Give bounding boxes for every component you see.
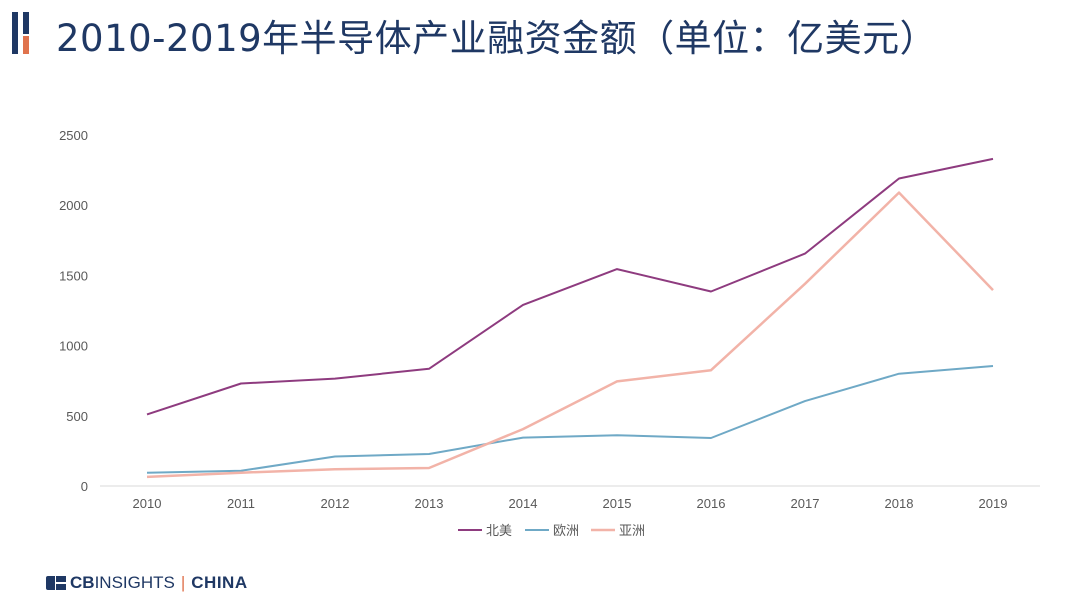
x-tick-label: 2012 [321, 496, 350, 511]
x-tick-label: 2018 [885, 496, 914, 511]
y-tick-label: 0 [81, 479, 88, 494]
legend-label: 欧洲 [553, 524, 579, 539]
y-tick-label: 2500 [59, 128, 88, 143]
brand-part3: CHINA [191, 573, 248, 592]
x-tick-label: 2019 [979, 496, 1008, 511]
x-tick-label: 2013 [415, 496, 444, 511]
x-tick-label: 2014 [509, 496, 538, 511]
y-tick-label: 1000 [59, 339, 88, 354]
legend-label: 北美 [486, 524, 512, 539]
x-tick-label: 2010 [133, 496, 162, 511]
brand-separator: | [180, 573, 186, 592]
y-axis-ticks: 0 500 1000 1500 2000 2500 [59, 128, 88, 494]
title-accent-logo [12, 12, 30, 54]
x-tick-label: 2016 [697, 496, 726, 511]
y-tick-label: 500 [66, 409, 88, 424]
x-tick-label: 2017 [791, 496, 820, 511]
series-line-europe [146, 365, 994, 474]
series-line-asia [146, 191, 994, 479]
brand-footer: CBINSIGHTS | CHINA [46, 572, 248, 594]
brand-part2: INSIGHTS [94, 573, 175, 592]
x-tick-label: 2011 [227, 496, 255, 511]
x-axis-ticks: 2010 2011 2012 2013 2014 2015 2016 2017 2018 2019 [133, 496, 1008, 511]
brand-part1: CB [70, 573, 95, 592]
y-tick-label: 2000 [59, 198, 88, 213]
legend: 北美 欧洲 亚洲 [458, 524, 645, 539]
series-lines [146, 157, 994, 479]
series-line-north-america [146, 157, 994, 416]
brand-text: CBINSIGHTS | CHINA [70, 573, 248, 593]
legend-label: 亚洲 [619, 524, 645, 539]
cbinsights-logo-icon [46, 576, 66, 590]
page-title: 2010-2019年半导体产业融资金额（单位：亿美元） [56, 17, 938, 60]
y-tick-label: 1500 [59, 268, 88, 283]
x-tick-label: 2015 [603, 496, 632, 511]
